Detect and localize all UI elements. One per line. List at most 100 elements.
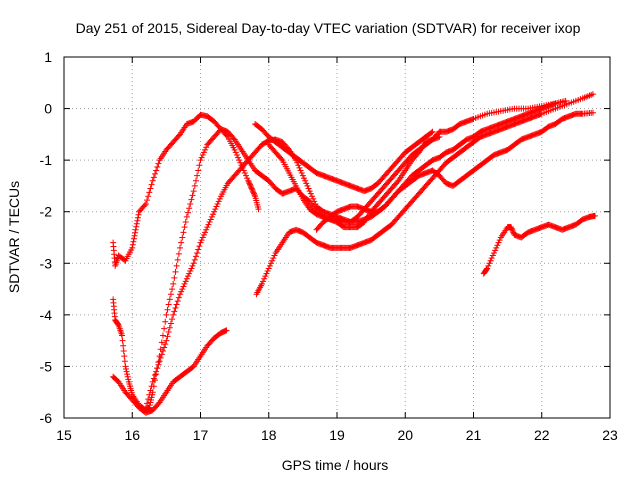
data-point — [147, 399, 154, 406]
data-point — [149, 378, 156, 385]
data-point — [154, 164, 161, 171]
data-point — [194, 172, 201, 179]
data-point — [255, 206, 262, 213]
y-tick-label: -3 — [40, 255, 53, 271]
data-point — [509, 226, 516, 233]
data-point — [202, 229, 209, 236]
data-point — [148, 396, 155, 403]
data-point — [157, 354, 164, 361]
data-point — [249, 186, 256, 193]
data-point — [180, 283, 187, 290]
data-point — [142, 404, 149, 411]
data-point — [215, 198, 222, 205]
data-marks — [110, 91, 598, 416]
data-point — [172, 268, 179, 275]
data-point — [260, 278, 267, 285]
data-point — [492, 247, 499, 254]
data-point — [211, 208, 218, 215]
data-point — [182, 278, 189, 285]
data-point — [189, 192, 196, 199]
data-point — [165, 329, 172, 336]
data-point — [123, 368, 130, 375]
series-track-5 — [253, 91, 596, 298]
x-tick-label: 21 — [466, 427, 482, 443]
data-point — [155, 160, 162, 167]
data-point — [177, 244, 184, 251]
data-point — [146, 189, 153, 196]
data-point — [167, 320, 174, 327]
data-point — [178, 288, 185, 295]
data-point — [166, 324, 173, 331]
data-point — [130, 238, 137, 245]
data-point — [152, 372, 158, 379]
data-point — [120, 347, 127, 354]
data-point — [278, 155, 285, 162]
series-track-6 — [252, 121, 436, 195]
data-point — [197, 239, 204, 246]
data-point — [303, 180, 310, 187]
data-point — [133, 223, 140, 230]
data-point — [124, 371, 131, 378]
data-point — [147, 185, 154, 192]
data-point — [146, 391, 153, 398]
data-point — [165, 301, 172, 308]
data-point — [182, 219, 189, 226]
y-tick-label: 1 — [44, 49, 52, 65]
data-point — [297, 167, 304, 174]
data-point — [236, 157, 243, 164]
data-point — [124, 373, 131, 380]
data-point — [213, 203, 220, 210]
y-tick-labels: -6 -5 -4 -3 -2 -1 0 1 — [40, 49, 53, 426]
data-point — [161, 344, 168, 351]
data-point — [154, 365, 161, 372]
data-point — [233, 151, 240, 158]
data-point — [261, 275, 268, 282]
data-point — [133, 220, 140, 227]
data-point — [122, 366, 129, 373]
data-point — [170, 311, 177, 318]
data-point — [186, 270, 193, 277]
data-point — [144, 197, 151, 204]
data-point — [187, 200, 194, 207]
x-tick-label: 15 — [56, 427, 72, 443]
series-track-3 — [110, 327, 230, 416]
data-point — [115, 321, 122, 328]
data-point — [179, 286, 186, 293]
data-point — [195, 167, 202, 174]
data-point — [490, 249, 497, 256]
data-point — [192, 177, 199, 184]
data-point — [134, 217, 141, 224]
data-point — [184, 273, 191, 280]
data-point — [271, 252, 278, 259]
x-tick-label: 23 — [602, 427, 618, 443]
series-track-2 — [110, 97, 569, 414]
series-track-8 — [313, 109, 596, 233]
data-point — [295, 162, 302, 169]
data-point — [192, 253, 199, 260]
data-point — [307, 190, 314, 197]
data-point — [298, 170, 305, 177]
data-point — [308, 193, 315, 200]
data-point — [153, 368, 160, 375]
data-point — [589, 109, 596, 116]
data-point — [129, 244, 136, 251]
data-point — [200, 149, 207, 156]
data-point — [172, 304, 179, 311]
data-point — [258, 280, 265, 287]
data-point — [145, 396, 152, 403]
y-axis-label: SDTVAR / TECUs — [6, 181, 22, 293]
data-point — [243, 172, 249, 179]
data-point — [189, 262, 196, 269]
data-point — [179, 234, 186, 241]
data-point — [212, 206, 219, 213]
data-point — [304, 182, 311, 189]
data-point — [205, 221, 212, 228]
x-tick-label: 17 — [193, 427, 209, 443]
y-tick-label: -6 — [40, 410, 53, 426]
data-point — [163, 337, 170, 344]
data-point — [246, 181, 253, 188]
data-point — [164, 333, 171, 340]
data-point — [148, 383, 155, 390]
data-point — [494, 242, 501, 249]
data-point — [231, 146, 238, 153]
